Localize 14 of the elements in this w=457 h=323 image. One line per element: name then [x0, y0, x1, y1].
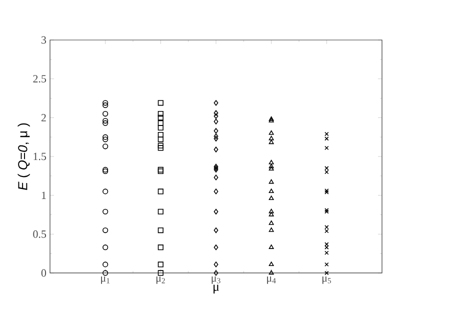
- x-tick-label: μ$_{4}$: [267, 276, 276, 284]
- y-tick-label: 3: [42, 36, 46, 44]
- y-tick-label: 0: [41, 269, 46, 277]
- x-tick-label: μ$_{2}$: [156, 276, 165, 284]
- y-tick-label: 2: [41, 114, 46, 122]
- y-tick-label: 2.5: [33, 75, 46, 83]
- x-axis-title: μ: [214, 284, 219, 294]
- y-tick-label: 1: [42, 192, 46, 199]
- x-tick-label: μ$_{3}$: [212, 276, 220, 284]
- x-tick-label: μ$_{5}$: [322, 276, 331, 284]
- y-axis-title: E ( Q=0, μ ): [18, 123, 30, 190]
- y-tick-label: 0.5: [33, 230, 46, 238]
- x-tick-label: μ$_{1}$: [101, 276, 110, 284]
- y-tick-label: 1.5: [34, 152, 46, 160]
